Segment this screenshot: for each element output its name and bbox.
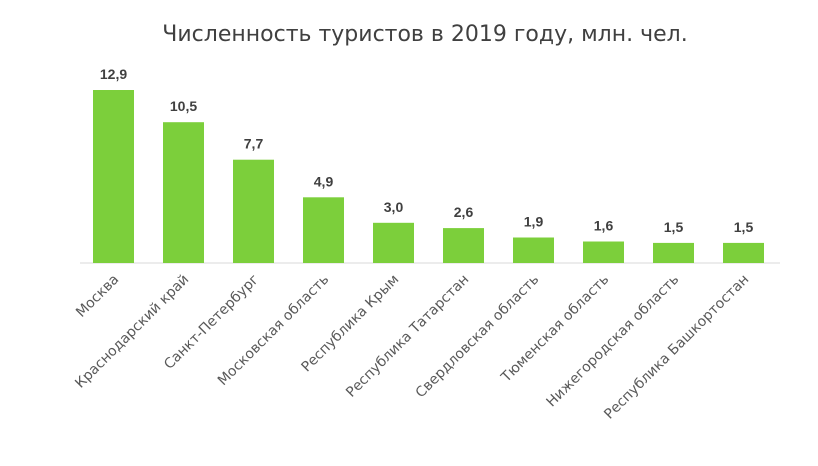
bar-3 bbox=[233, 159, 274, 263]
category-label-2: Краснодарский край bbox=[72, 272, 192, 392]
bar-4 bbox=[303, 197, 344, 263]
category-label-9: Нижегородская область bbox=[543, 272, 682, 411]
bar-5 bbox=[373, 222, 414, 263]
data-label-1: 12,9 bbox=[100, 66, 127, 82]
data-label-6: 2,6 bbox=[454, 204, 474, 220]
data-label-3: 7,7 bbox=[244, 136, 264, 152]
data-label-9: 1,5 bbox=[664, 219, 684, 235]
bar-7 bbox=[513, 237, 554, 263]
category-label-7: Свердловская область bbox=[413, 272, 543, 402]
bar-6 bbox=[443, 228, 484, 263]
category-label-6: Республика Татарстан bbox=[343, 272, 472, 401]
category-label-10: Республика Башкортостан bbox=[601, 272, 752, 423]
data-label-5: 3,0 bbox=[384, 199, 404, 215]
bar-9 bbox=[653, 242, 694, 263]
data-label-7: 1,9 bbox=[524, 214, 544, 230]
bar-2 bbox=[163, 122, 204, 263]
data-label-4: 4,9 bbox=[314, 173, 334, 189]
category-label-1: Москва bbox=[73, 272, 122, 321]
bar-10 bbox=[723, 242, 764, 263]
bar-1 bbox=[93, 90, 134, 263]
data-label-10: 1,5 bbox=[734, 219, 754, 235]
data-label-2: 10,5 bbox=[170, 98, 197, 114]
chart-title: Численность туристов в 2019 году, млн. ч… bbox=[162, 22, 688, 47]
bar-8 bbox=[583, 241, 624, 263]
data-label-8: 1,6 bbox=[594, 218, 614, 234]
